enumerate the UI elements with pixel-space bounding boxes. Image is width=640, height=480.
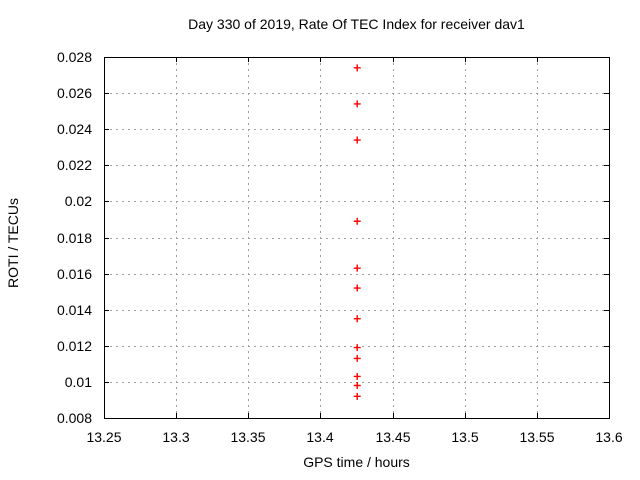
y-tick-label: 0.012 xyxy=(57,338,92,354)
x-tick-label: 13.5 xyxy=(451,429,478,445)
y-tick-label: 0.018 xyxy=(57,230,92,246)
y-tick-label: 0.024 xyxy=(57,121,92,137)
y-tick-label: 0.016 xyxy=(57,266,92,282)
y-tick-label: 0.026 xyxy=(57,85,92,101)
x-tick-label: 13.45 xyxy=(375,429,410,445)
data-point-markers xyxy=(353,64,361,400)
y-tick-label: 0.022 xyxy=(57,157,92,173)
x-tick-label: 13.4 xyxy=(306,429,333,445)
y-tick-label: 0.008 xyxy=(57,410,92,426)
x-tick-label: 13.3 xyxy=(162,429,189,445)
y-tick-label: 0.02 xyxy=(65,193,92,209)
x-tick-label: 13.35 xyxy=(230,429,265,445)
grid-lines xyxy=(104,57,609,418)
y-tick-label: 0.028 xyxy=(57,49,92,65)
x-tick-label: 13.55 xyxy=(519,429,554,445)
x-axis-label: GPS time / hours xyxy=(303,454,410,470)
chart-title: Day 330 of 2019, Rate Of TEC Index for r… xyxy=(188,16,525,32)
x-tick-label: 13.25 xyxy=(86,429,121,445)
y-tick-label: 0.014 xyxy=(57,302,92,318)
x-tick-label: 13.6 xyxy=(595,429,622,445)
y-tick-label: 0.01 xyxy=(65,374,92,390)
axis-ticks xyxy=(104,57,610,419)
